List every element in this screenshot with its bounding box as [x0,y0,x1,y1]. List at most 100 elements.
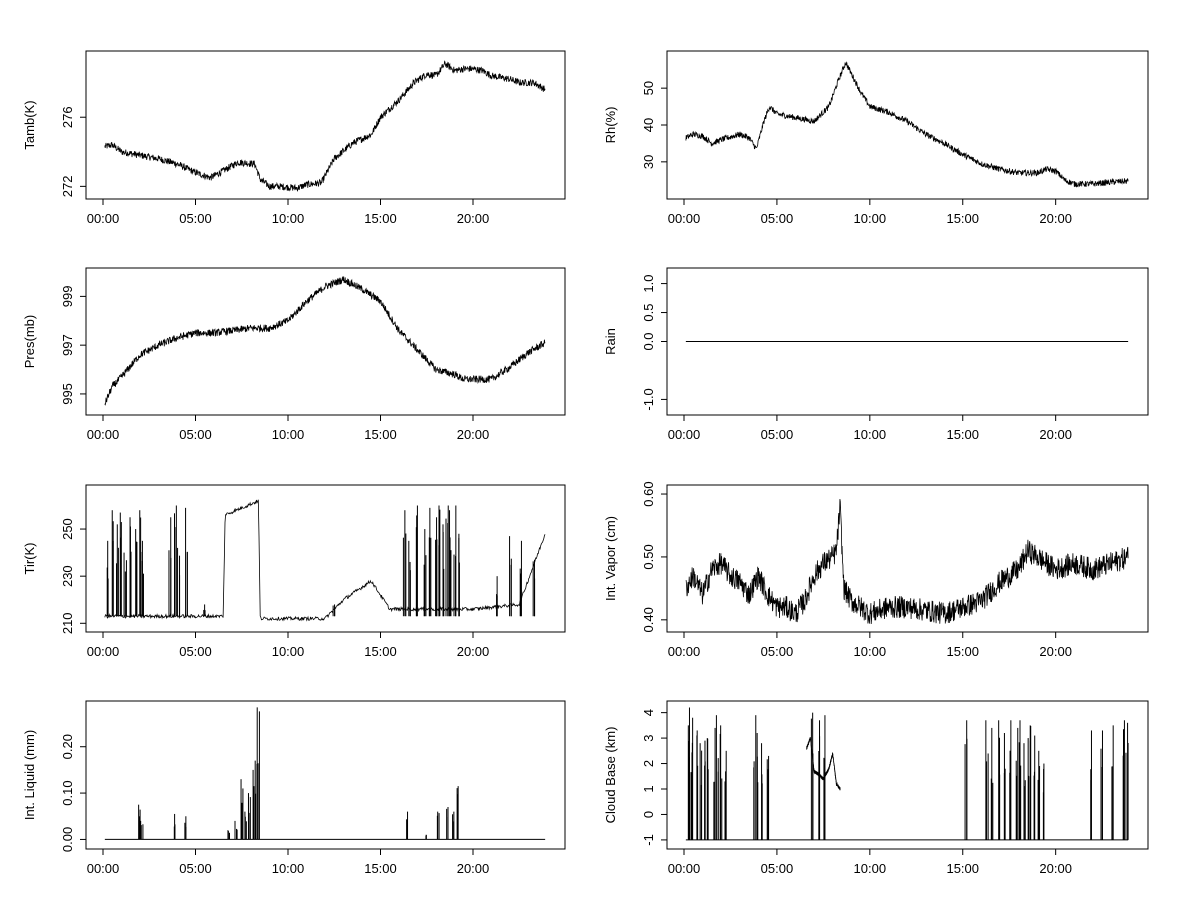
x-tick-label: 15:00 [946,644,979,659]
data-layer [104,60,546,192]
x-tick-label: 10:00 [272,211,305,226]
x-tick-label: 15:00 [946,211,979,226]
x-tick-label: 15:00 [946,427,979,442]
chart-panel: 00:00 05:00 10:00 15:00 20:00 210 230 250 Tir(K) [22,484,566,659]
y-axis-label: Tamb(K) [22,100,37,149]
x-tick-label: 05:00 [761,427,794,442]
x-tick-label: 00:00 [668,211,701,226]
x-tick-label: 00:00 [668,644,701,659]
x-tick-label: 05:00 [179,427,212,442]
chart-panel: 00:00 05:00 10:00 15:00 20:00 -1 0 1 2 3 4 Cloud Ba… [603,700,1149,876]
x-tick-label: 10:00 [854,861,887,876]
y-tick-label: 230 [60,565,75,587]
y-tick-label: 0.50 [641,544,656,569]
x-tick-label: 00:00 [668,861,701,876]
y-tick-label: 1.0 [641,275,656,293]
x-tick-label: 00:00 [87,861,120,876]
y-tick-label: -1 [641,834,656,846]
data-layer [685,61,1129,188]
x-tick-label: 15:00 [364,861,397,876]
y-axis-label: Int. Vapor (cm) [603,516,618,601]
y-axis-label: Int. Liquid (mm) [22,730,37,820]
chart-panel: 00:00 05:00 10:00 15:00 20:00 272 276 Tamb(K) [22,50,566,226]
y-axis-label: Rain [603,328,618,355]
y-tick-label: 0.40 [641,607,656,632]
x-tick-label: 20:00 [457,211,490,226]
y-tick-label: 276 [60,106,75,128]
y-tick-label: 999 [60,286,75,308]
plot-frame [85,484,566,633]
x-tick-label: 15:00 [364,644,397,659]
y-axis-label: Tir(K) [22,542,37,574]
y-tick-label: 2 [641,760,656,767]
x-tick-label: 15:00 [364,427,397,442]
x-tick-label: 05:00 [179,644,212,659]
data-layer [685,499,1129,625]
y-tick-label: 3 [641,734,656,741]
x-tick-label: 00:00 [87,211,120,226]
x-tick-label: 00:00 [87,644,120,659]
plot-frame [666,484,1149,633]
y-tick-label: 995 [60,383,75,405]
x-tick-label: 05:00 [761,861,794,876]
x-tick-label: 20:00 [1039,211,1072,226]
data-layer [104,276,546,406]
x-tick-label: 10:00 [272,644,305,659]
x-tick-label: 05:00 [761,644,794,659]
y-tick-label: 0.60 [641,481,656,506]
x-tick-label: 05:00 [761,211,794,226]
data-layer [104,707,546,840]
y-axis-label: Pres(mb) [22,315,37,368]
x-tick-label: 15:00 [364,211,397,226]
y-tick-label: -1.0 [641,388,656,410]
chart-panel: 00:00 05:00 10:00 15:00 20:00 30 40 50 Rh(%) [603,50,1149,226]
chart-panel: 00:00 05:00 10:00 15:00 20:00 -1.0 0.0 0.5 1.0 Ra… [603,267,1149,442]
series-line [685,499,1129,625]
x-tick-label: 20:00 [457,861,490,876]
x-tick-label: 10:00 [854,427,887,442]
x-tick-label: 05:00 [179,861,212,876]
x-tick-label: 05:00 [179,211,212,226]
x-tick-label: 10:00 [854,644,887,659]
series-line [685,61,1129,188]
y-tick-label: 0.5 [641,304,656,322]
chart-panel: 00:00 05:00 10:00 15:00 20:00 0.00 0.10 0.20 Int… [22,700,566,876]
data-layer [104,499,546,622]
x-tick-label: 10:00 [272,427,305,442]
y-tick-label: 0.00 [60,827,75,852]
y-tick-label: 30 [641,155,656,169]
y-tick-label: 0.10 [60,780,75,805]
y-tick-label: 4 [641,709,656,716]
series-line [104,276,546,406]
y-tick-label: 50 [641,81,656,95]
plot-frame [85,267,566,416]
x-tick-label: 10:00 [272,861,305,876]
x-tick-label: 20:00 [457,427,490,442]
series-line [104,499,546,622]
y-tick-label: 1 [641,785,656,792]
plot-frame [85,700,566,850]
data-layer [685,707,1129,841]
x-tick-label: 10:00 [854,211,887,226]
y-tick-label: 40 [641,118,656,132]
chart-panel: 00:00 05:00 10:00 15:00 20:00 995 997 999 Pres(m… [22,267,566,442]
y-axis-label: Rh(%) [603,107,618,144]
y-tick-label: 997 [60,334,75,356]
y-tick-label: 272 [60,176,75,198]
y-tick-label: 0 [641,811,656,818]
x-tick-label: 15:00 [946,861,979,876]
chart-panel: 00:00 05:00 10:00 15:00 20:00 0.40 0.50 0.60 Int… [603,481,1149,659]
x-tick-label: 20:00 [1039,861,1072,876]
series-line [104,60,546,192]
x-tick-label: 20:00 [1039,427,1072,442]
plot-frame [85,50,566,200]
x-tick-label: 20:00 [1039,644,1072,659]
y-tick-label: 0.0 [641,332,656,350]
y-tick-label: 250 [60,518,75,540]
y-axis-label: Cloud Base (km) [603,727,618,824]
x-tick-label: 00:00 [87,427,120,442]
x-tick-label: 20:00 [457,644,490,659]
plot-frame [666,700,1149,850]
y-tick-label: 0.20 [60,734,75,759]
